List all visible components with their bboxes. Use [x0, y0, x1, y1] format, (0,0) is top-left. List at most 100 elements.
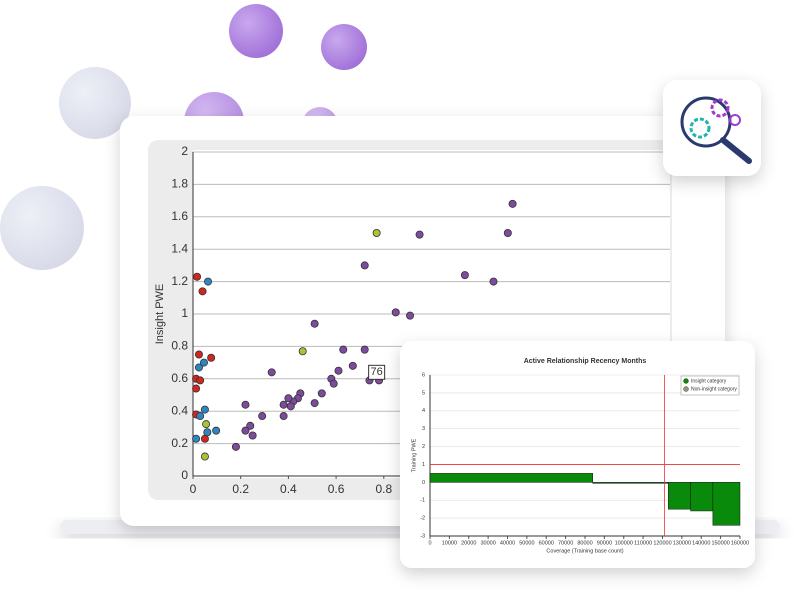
x-tick-label: 0.8	[375, 482, 392, 496]
x-tick-label: 130000	[673, 540, 691, 546]
y-axis-label: Training PWE	[411, 438, 417, 472]
x-tick-label: 120000	[653, 540, 671, 546]
x-tick-label: 140000	[692, 540, 710, 546]
scatter-point	[415, 230, 424, 239]
scatter-point	[258, 412, 267, 421]
scatter-point	[194, 363, 203, 372]
scatter-point	[196, 412, 205, 421]
y-tick-label: 2	[181, 144, 188, 158]
y-tick-label: -1	[420, 498, 425, 504]
legend-box	[680, 375, 740, 396]
y-tick-label: 1.4	[171, 241, 188, 255]
scatter-point	[212, 426, 221, 435]
y-tick-label: 0.6	[171, 371, 188, 385]
x-tick-label: 0	[428, 540, 431, 546]
scatter-point	[489, 277, 498, 286]
scatter-point	[298, 347, 307, 356]
scatter-point	[406, 311, 415, 320]
y-tick-label: 6	[422, 372, 425, 378]
y-tick-label: 1.8	[171, 177, 188, 191]
x-tick-label: 40000	[500, 540, 515, 546]
x-tick-label: 20000	[461, 540, 476, 546]
scatter-point	[207, 353, 216, 362]
y-tick-label: 3	[422, 426, 425, 432]
scatter-point	[286, 402, 295, 411]
x-tick-label: 110000	[634, 540, 652, 546]
annotation-box	[368, 364, 386, 380]
scatter-point	[192, 434, 201, 443]
scatter-point	[310, 319, 319, 328]
scatter-point	[360, 345, 369, 354]
app-icon	[663, 80, 761, 176]
y-tick-label: 1	[181, 306, 188, 320]
y-axis-label: Insight PWE	[154, 284, 166, 345]
scatter-point	[248, 431, 257, 440]
bar	[690, 482, 714, 512]
x-tick-label: 160000	[731, 540, 749, 546]
scatter-point	[267, 368, 276, 377]
scatter-point	[460, 271, 469, 280]
x-axis-label: Coverage (Training base count)	[546, 548, 623, 554]
y-tick-label: 5	[422, 390, 425, 396]
x-tick-label: 0.4	[280, 482, 297, 496]
scatter-point	[284, 394, 293, 403]
scatter-point	[372, 228, 381, 237]
y-tick-label: 0.8	[171, 339, 188, 353]
x-tick-label: 0.2	[232, 482, 249, 496]
y-tick-label: 0	[422, 480, 425, 486]
scatter-point	[204, 277, 213, 286]
scatter-point	[360, 261, 369, 270]
scatter-point	[194, 350, 203, 359]
y-tick-label: 0	[181, 468, 188, 482]
scatter-point	[202, 420, 211, 429]
y-tick-label: 0.2	[171, 436, 188, 450]
legend-label: Non-insight category	[691, 386, 737, 392]
bar	[668, 482, 691, 510]
scatter-point	[391, 308, 400, 317]
scatter-point	[241, 400, 250, 409]
bar	[592, 482, 669, 484]
x-tick-label: 50000	[519, 540, 534, 546]
scatter-point	[279, 412, 288, 421]
scatter-point	[199, 358, 208, 367]
x-tick-label: 0.6	[328, 482, 345, 496]
y-tick-label: 1.2	[171, 274, 188, 288]
scatter-point	[200, 405, 209, 414]
scatter-point	[198, 287, 207, 296]
x-tick-label: 30000	[480, 540, 495, 546]
legend-swatch	[683, 386, 689, 392]
detail-chart: -3 -2 -1 0 1 2 3 4 5 6 0 10000 20000 30000 40000 50000 6…	[411, 358, 749, 555]
y-tick-label: 0.4	[171, 403, 188, 417]
y-tick-label: 4	[422, 408, 425, 414]
scatter-point	[203, 428, 212, 437]
scatter-point	[241, 426, 250, 435]
scatter-point	[246, 421, 255, 430]
y-tick-label: 1.6	[171, 209, 188, 223]
scatter-point	[192, 384, 201, 393]
scatter-point	[508, 199, 517, 208]
legend-label: Insight category	[691, 378, 727, 384]
bar	[712, 482, 741, 526]
scatter-point	[329, 379, 338, 388]
x-tick-label: 80000	[577, 540, 592, 546]
scatter-point	[200, 452, 209, 461]
x-tick-label: 90000	[597, 540, 612, 546]
decoration	[0, 4, 367, 270]
scatter-point	[310, 399, 319, 408]
y-tick-label: -3	[420, 533, 425, 539]
x-tick-label: 150000	[711, 540, 729, 546]
scatter-point	[339, 345, 348, 354]
x-tick-label: 70000	[558, 540, 573, 546]
x-tick-label: 10000	[442, 540, 457, 546]
x-tick-label: 60000	[539, 540, 554, 546]
y-tick-label: 2	[422, 444, 425, 450]
scatter-point	[503, 228, 512, 237]
annotation: 76	[371, 366, 383, 378]
x-tick-label: 100000	[615, 540, 633, 546]
y-tick-label: -2	[420, 516, 425, 522]
scatter-point	[334, 366, 343, 375]
scatter-point	[193, 272, 202, 281]
scatter-point	[196, 376, 205, 385]
